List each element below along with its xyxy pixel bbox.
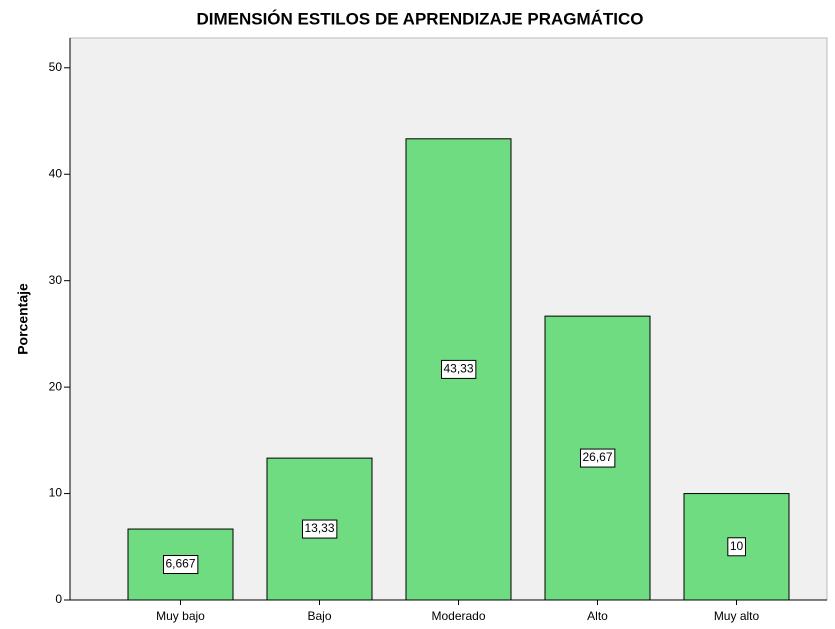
x-tick-label: Alto [587,609,608,623]
x-tick-label: Muy bajo [156,609,205,623]
y-tick-label: 0 [55,592,62,606]
value-label: 26,67 [582,450,612,464]
y-axis-label: Porcentaje [15,283,31,355]
value-label-box [579,448,616,468]
value-label: 13,33 [304,521,334,535]
value-label: 43,33 [443,362,473,376]
value-label-box [727,537,746,557]
value-label-box [301,519,338,539]
value-label: 10 [730,539,744,553]
x-tick-label: Muy alto [714,609,760,623]
value-label: 6,667 [165,557,195,571]
y-tick-label: 10 [49,486,63,500]
y-tick-label: 20 [49,379,63,393]
y-tick-label: 30 [49,273,63,287]
chart-title: DIMENSIÓN ESTILOS DE APRENDIZAJE PRAGMÁT… [196,9,643,28]
y-tick-label: 40 [49,166,63,180]
y-tick-label: 50 [49,60,63,74]
x-tick-label: Moderado [431,609,485,623]
value-label-box [440,359,477,379]
value-label-box [162,555,199,575]
x-tick-label: Bajo [307,609,331,623]
